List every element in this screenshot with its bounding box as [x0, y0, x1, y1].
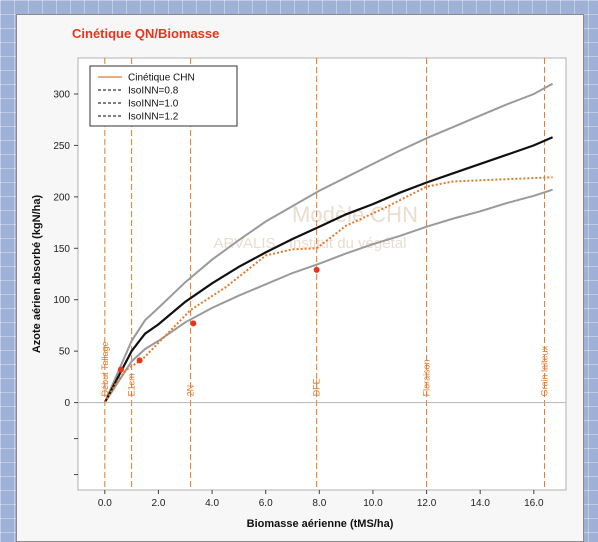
plot-area — [77, 57, 567, 491]
data-point — [190, 320, 197, 327]
stage-label: Début Tallage — [100, 342, 110, 397]
x-tick-label: 12.0 — [417, 498, 437, 509]
legend-label: IsoINN=0.8 — [128, 86, 179, 97]
watermark: Modèle CHN ARVALIS - Institut du végétal — [214, 202, 418, 252]
series-line — [103, 176, 553, 404]
x-tick-label: 16.0 — [524, 498, 544, 509]
y-tick-label: 250 — [53, 141, 70, 152]
stage-label: DFE — [312, 378, 322, 396]
watermark-subtitle: ARVALIS - Institut du végétal — [214, 235, 407, 252]
stage-label: 2N — [186, 385, 196, 397]
y-tick-label: 50 — [59, 347, 71, 358]
data-point — [117, 366, 124, 373]
y-axis-label: Azote aérien absorbé (kgN/ha) — [31, 195, 43, 354]
y-tick-label: 0 — [64, 398, 70, 409]
x-tick-label: 2.0 — [151, 498, 165, 509]
legend-label: IsoINN=1.2 — [128, 112, 179, 123]
x-tick-label: 0.0 — [98, 498, 112, 509]
data-point — [313, 266, 320, 273]
stage-label: E1cm — [127, 373, 137, 396]
x-tick-label: 6.0 — [259, 498, 273, 509]
y-tick-label: 200 — [53, 192, 70, 203]
y-tick-label: 150 — [53, 244, 70, 255]
y-tick-label: 300 — [53, 90, 70, 101]
axes: 0.0 2.0 4.0 6.0 8.0 10.0 12.0 14.0 16.0 0 50 100 150… — [53, 90, 566, 509]
stage-label: Grain laiteux — [540, 345, 550, 396]
stage-lines: Début Tallage E1cm 2N DFE Floraison Grain lai… — [100, 58, 550, 490]
chart-title: Cinétique QN/Biomasse — [72, 26, 219, 41]
watermark-title: Modèle CHN — [292, 202, 418, 227]
stage-label: Floraison — [422, 359, 432, 396]
x-tick-label: 4.0 — [205, 498, 219, 509]
x-tick-label: 10.0 — [363, 498, 383, 509]
legend-label: IsoINN=1.0 — [128, 99, 179, 110]
legend-label: Cinétique CHN — [128, 73, 195, 84]
data-point — [136, 357, 143, 364]
x-axis-label: Biomasse aérienne (tMS/ha) — [247, 518, 394, 530]
series-line — [103, 136, 554, 404]
series-line — [103, 82, 554, 403]
legend: Cinétique CHN IsoINN=0.8 IsoINN=1.0 IsoINN=… — [89, 65, 238, 127]
x-tick-label: 14.0 — [470, 498, 490, 509]
y-tick-label: 100 — [53, 295, 70, 306]
data-points — [117, 266, 320, 373]
series-lines — [103, 82, 554, 404]
x-tick-label: 8.0 — [312, 498, 326, 509]
series-line — [103, 188, 553, 404]
